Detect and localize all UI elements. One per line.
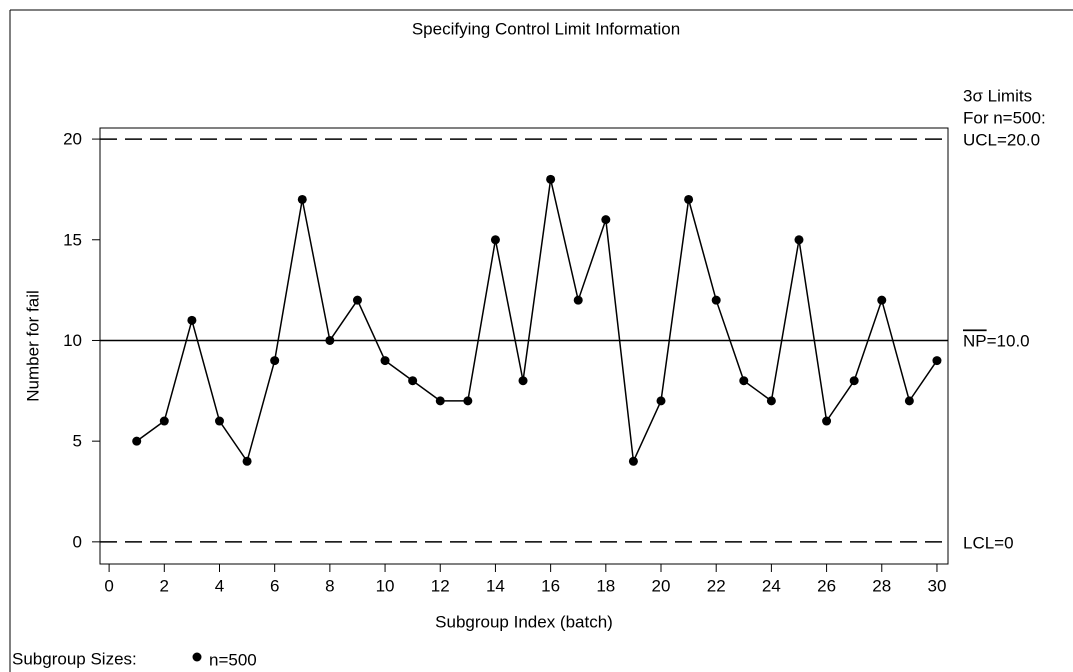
data-point [904, 396, 914, 406]
data-point [601, 215, 611, 225]
data-point [822, 416, 832, 426]
x-tick-label: 10 [376, 576, 395, 595]
y-tick-label: 10 [63, 331, 82, 350]
center-label: NP=10.0 [963, 332, 1030, 351]
chart-title: Specifying Control Limit Information [412, 19, 680, 38]
y-tick-label: 15 [63, 230, 82, 249]
data-point [490, 235, 500, 245]
data-point [325, 335, 335, 345]
y-tick-label: 20 [63, 130, 82, 149]
data-point [794, 235, 804, 245]
lcl-label: LCL=0 [963, 533, 1014, 552]
x-tick-label: 0 [104, 576, 113, 595]
data-point [352, 295, 362, 305]
data-point [546, 174, 556, 184]
x-tick-label: 30 [928, 576, 947, 595]
x-tick-label: 6 [270, 576, 279, 595]
limits-subheading: For n=500: [963, 108, 1046, 127]
x-tick-label: 26 [817, 576, 836, 595]
legend-title: Subgroup Sizes: [12, 649, 137, 668]
legend-label: n=500 [209, 650, 257, 669]
x-tick-label: 16 [541, 576, 560, 595]
data-line [136, 179, 938, 465]
plot-frame [99, 127, 949, 565]
data-point [435, 396, 445, 406]
data-point [270, 356, 280, 366]
data-point [849, 376, 859, 386]
data-point [739, 376, 749, 386]
data-point [463, 396, 473, 406]
data-point [573, 295, 583, 305]
data-point [684, 194, 694, 204]
x-tick-label: 22 [707, 576, 726, 595]
x-tick-label: 8 [325, 576, 334, 595]
x-tick-label: 4 [215, 576, 224, 595]
data-point [877, 295, 887, 305]
y-tick-label: 5 [73, 432, 82, 451]
limits-heading: 3σ Limits [963, 86, 1032, 105]
data-point [187, 315, 197, 325]
x-tick-label: 2 [160, 576, 169, 595]
data-point [132, 436, 142, 446]
data-point [408, 376, 418, 386]
data-point [656, 396, 666, 406]
data-point [297, 194, 307, 204]
x-tick-label: 28 [872, 576, 891, 595]
data-point [766, 396, 776, 406]
center-text: =10.0 [987, 332, 1030, 351]
legend-marker [192, 652, 202, 662]
data-point [711, 295, 721, 305]
data-point [242, 456, 252, 466]
data-point [518, 376, 528, 386]
x-tick-label: 12 [431, 576, 450, 595]
y-tick-label: 0 [73, 532, 82, 551]
data-point [628, 456, 638, 466]
center-symbol: NP [963, 332, 987, 351]
ucl-label: UCL=20.0 [963, 131, 1040, 150]
x-tick-label: 18 [596, 576, 615, 595]
data-point [214, 416, 224, 426]
data-point [159, 416, 169, 426]
y-axis-label: Number for fail [23, 290, 42, 401]
x-axis-label: Subgroup Index (batch) [435, 612, 613, 631]
x-tick-label: 20 [652, 576, 671, 595]
x-tick-label: 14 [486, 576, 505, 595]
x-tick-label: 24 [762, 576, 781, 595]
data-point [380, 356, 390, 366]
data-point [932, 356, 942, 366]
